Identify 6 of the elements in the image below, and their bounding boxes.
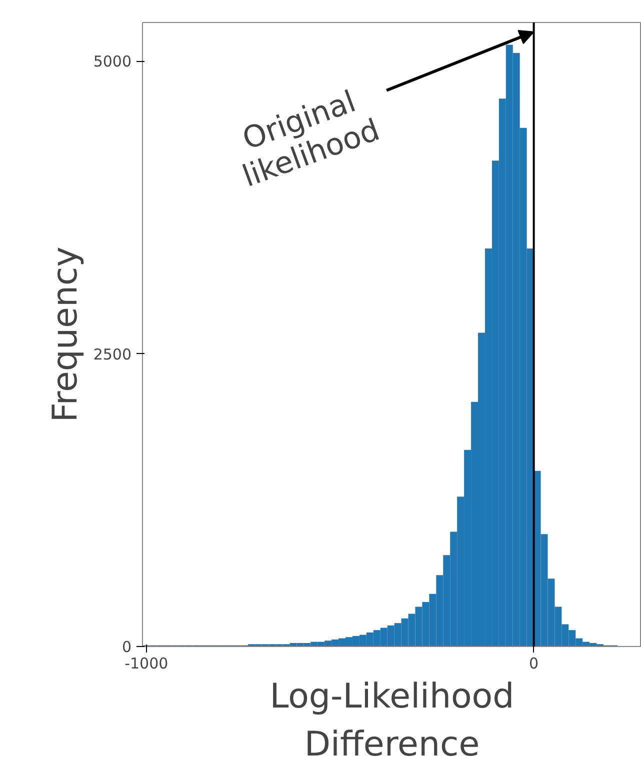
y-tick-label: 5000 [93,52,132,71]
x-tick-label: -1000 [124,654,168,672]
x-axis-title: Log-Likelihood Difference [270,676,514,764]
y-axis-title: Frequency [45,246,86,422]
y-tick-label: 0 [122,638,132,656]
y-tick-label: 2500 [93,345,132,364]
